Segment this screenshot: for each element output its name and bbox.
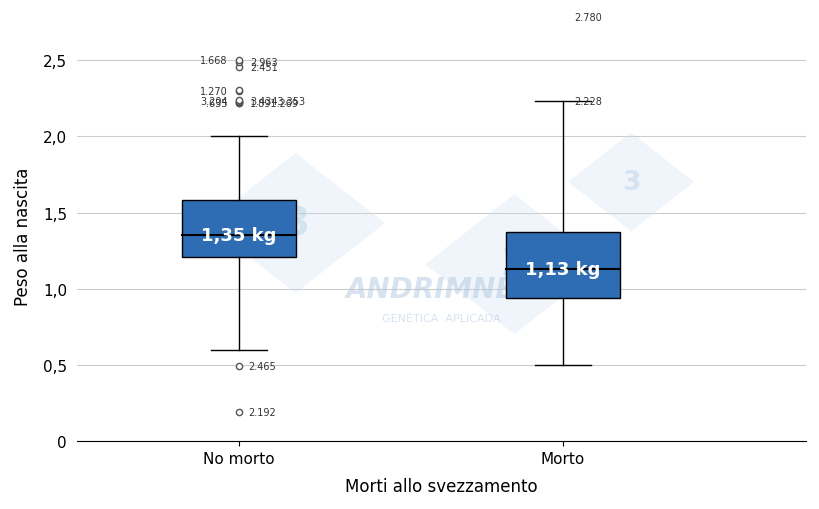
FancyBboxPatch shape (505, 233, 619, 298)
Y-axis label: Peso alla nascita: Peso alla nascita (14, 167, 32, 305)
Text: 1,35 kg: 1,35 kg (201, 227, 276, 245)
Text: 2.780: 2.780 (573, 13, 601, 23)
Text: 1.270: 1.270 (200, 87, 228, 96)
Text: 3: 3 (621, 169, 640, 195)
Polygon shape (206, 154, 384, 294)
Text: 3: 3 (500, 246, 527, 284)
X-axis label: Morti allo svezzamento: Morti allo svezzamento (345, 477, 537, 495)
FancyBboxPatch shape (182, 201, 296, 257)
Polygon shape (424, 195, 603, 334)
Text: 1.891.269: 1.891.269 (250, 99, 299, 108)
Polygon shape (568, 133, 693, 232)
Text: 2.451: 2.451 (250, 64, 278, 73)
Text: 2.192: 2.192 (248, 407, 276, 417)
Text: 2.963: 2.963 (250, 58, 278, 67)
Text: 3: 3 (282, 205, 309, 243)
Text: 3.204: 3.204 (200, 97, 228, 107)
Text: 2.465: 2.465 (248, 361, 276, 371)
Text: 1,13 kg: 1,13 kg (525, 261, 600, 278)
Text: 2.228: 2.228 (573, 97, 601, 107)
Text: GENÉTICA  APLICADA: GENÉTICA APLICADA (382, 313, 500, 323)
Text: .635: .635 (206, 99, 228, 108)
Text: ANDRIMNER: ANDRIMNER (346, 275, 536, 303)
Text: 3.4343.353: 3.4343.353 (250, 97, 305, 107)
Text: 1.668: 1.668 (200, 56, 228, 66)
